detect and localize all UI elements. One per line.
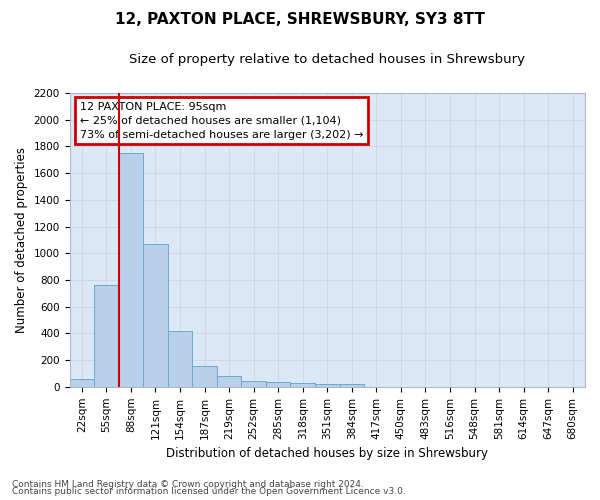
Bar	[217, 376, 241, 387]
Bar	[70, 380, 94, 387]
Bar	[290, 383, 315, 387]
Bar	[143, 244, 168, 387]
Bar	[266, 382, 290, 387]
Text: 12, PAXTON PLACE, SHREWSBURY, SY3 8TT: 12, PAXTON PLACE, SHREWSBURY, SY3 8TT	[115, 12, 485, 28]
Text: Contains public sector information licensed under the Open Government Licence v3: Contains public sector information licen…	[12, 487, 406, 496]
Bar	[340, 384, 364, 387]
Bar	[315, 384, 340, 387]
Text: 12 PAXTON PLACE: 95sqm
← 25% of detached houses are smaller (1,104)
73% of semi-: 12 PAXTON PLACE: 95sqm ← 25% of detached…	[80, 102, 364, 140]
Bar	[168, 330, 192, 387]
Bar	[94, 286, 119, 387]
Text: Contains HM Land Registry data © Crown copyright and database right 2024.: Contains HM Land Registry data © Crown c…	[12, 480, 364, 489]
Bar	[192, 366, 217, 387]
Bar	[241, 381, 266, 387]
X-axis label: Distribution of detached houses by size in Shrewsbury: Distribution of detached houses by size …	[166, 447, 488, 460]
Title: Size of property relative to detached houses in Shrewsbury: Size of property relative to detached ho…	[129, 52, 525, 66]
Bar	[119, 153, 143, 387]
Y-axis label: Number of detached properties: Number of detached properties	[15, 147, 28, 333]
